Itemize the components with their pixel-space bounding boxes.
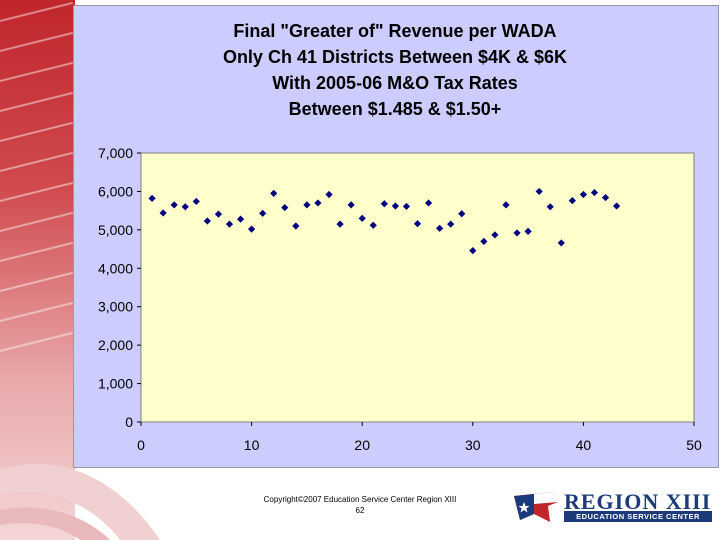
data-point xyxy=(159,209,167,217)
y-tick-label: 6,000 xyxy=(98,183,133,199)
x-axis: 0 10 20 30 40 50 xyxy=(137,422,702,453)
logo-name: REGION XIII xyxy=(564,489,712,514)
data-point xyxy=(480,237,488,245)
footer: Copyright©2007 Education Service Center … xyxy=(250,494,470,516)
data-point xyxy=(424,199,433,207)
data-point xyxy=(502,201,510,209)
y-axis: 0 1,000 2,000 3,000 4,000 5,000 6,000 7,000 xyxy=(98,145,141,430)
data-point xyxy=(148,194,156,202)
decorative-swoosh xyxy=(0,463,160,540)
data-point xyxy=(314,199,322,207)
data-point xyxy=(325,190,333,199)
data-point xyxy=(546,203,554,211)
data-point xyxy=(303,201,311,209)
copyright-text: Copyright©2007 Education Service Center … xyxy=(263,495,457,504)
x-tick-label: 30 xyxy=(465,437,481,453)
data-point xyxy=(369,221,377,229)
plot-area xyxy=(140,152,695,423)
chart-title-line-1: Final "Greater of" Revenue per WADA xyxy=(233,21,557,41)
y-tick-label: 3,000 xyxy=(98,299,133,315)
data-point xyxy=(402,202,411,211)
data-point xyxy=(568,197,576,205)
data-point xyxy=(535,187,543,196)
data-point xyxy=(170,201,178,209)
data-point xyxy=(590,188,599,197)
y-tick-label: 4,000 xyxy=(98,260,133,276)
chart-title: Final "Greater of" Revenue per WADA Only… xyxy=(73,18,717,122)
data-point xyxy=(380,200,388,208)
data-point xyxy=(281,203,289,212)
data-point xyxy=(214,210,223,218)
texas-flag-icon xyxy=(514,492,558,522)
data-point xyxy=(270,189,278,197)
y-tick-label: 0 xyxy=(125,414,133,430)
data-point xyxy=(236,215,245,223)
data-point xyxy=(225,220,234,228)
x-tick-label: 20 xyxy=(354,437,370,453)
data-point xyxy=(491,231,499,239)
region-xiii-logo: REGION XIII EDUCATION SERVICE CENTER xyxy=(512,488,720,528)
chart-title-line-3: With 2005-06 M&O Tax Rates xyxy=(272,73,518,93)
data-point xyxy=(557,239,565,247)
y-tick-label: 5,000 xyxy=(98,222,133,238)
data-point xyxy=(469,247,477,255)
data-point xyxy=(347,201,355,209)
data-point xyxy=(579,190,587,199)
data-point xyxy=(292,222,300,230)
data-point xyxy=(413,220,422,228)
data-point xyxy=(513,229,521,237)
data-points xyxy=(148,187,621,255)
chart-title-line-2: Only Ch 41 Districts Between $4K & $6K xyxy=(222,47,568,67)
data-point xyxy=(436,224,444,232)
logo-subtitle: EDUCATION SERVICE CENTER xyxy=(564,511,712,522)
x-tick-label: 50 xyxy=(686,437,702,453)
y-tick-label: 1,000 xyxy=(98,376,133,392)
x-tick-label: 40 xyxy=(576,437,592,453)
data-point xyxy=(259,209,267,217)
data-point xyxy=(524,227,532,235)
y-tick-label: 2,000 xyxy=(98,337,133,353)
x-tick-label: 0 xyxy=(137,437,145,453)
data-point xyxy=(181,203,189,211)
data-point xyxy=(458,210,466,218)
data-point xyxy=(447,220,455,228)
data-point xyxy=(248,225,256,233)
chart-title-line-4: Between $1.485 & $1.50+ xyxy=(288,99,502,119)
data-point xyxy=(203,217,211,225)
data-point xyxy=(612,202,621,210)
data-point xyxy=(358,214,366,222)
decorative-left-band xyxy=(0,0,75,540)
page-number: 62 xyxy=(355,506,365,515)
data-point xyxy=(336,220,344,228)
data-point xyxy=(192,197,200,206)
y-tick-label: 7,000 xyxy=(98,145,133,161)
x-tick-label: 10 xyxy=(244,437,260,453)
data-point xyxy=(601,193,610,202)
data-point xyxy=(391,202,399,210)
